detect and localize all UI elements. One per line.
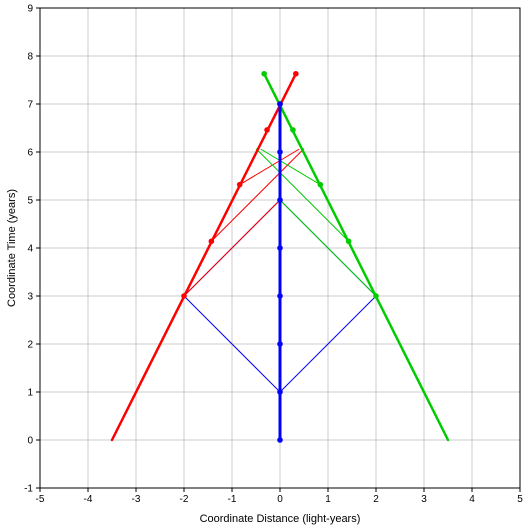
y-tick-label: 3 (27, 292, 33, 303)
green-event-point (345, 238, 352, 245)
red-event-point (208, 238, 215, 245)
y-tick-label: 5 (27, 196, 33, 207)
y-tick-label: 1 (27, 388, 33, 399)
y-tick-label: 4 (27, 244, 33, 255)
axes (36, 7, 521, 492)
y-tick-label: -1 (24, 484, 33, 495)
x-tick-label: -2 (180, 494, 189, 505)
y-tick-label: 9 (27, 4, 33, 15)
red-signal-line (239, 148, 300, 186)
y-tick-label: 8 (27, 52, 33, 63)
x-tick-label: 4 (469, 494, 475, 505)
blue-event-point (277, 293, 283, 299)
x-tick-label: -4 (84, 494, 93, 505)
blue-event-point (277, 149, 283, 155)
blue-event-point (277, 389, 283, 395)
green-event-point (261, 70, 267, 77)
red-signal-line (211, 148, 305, 242)
x-tick-label: 3 (421, 494, 427, 505)
red-event-point (293, 70, 299, 77)
y-tick-label: 7 (27, 100, 33, 111)
red-worldline (110, 72, 298, 442)
y-tick-label: 2 (27, 340, 33, 351)
y-tick-label: 0 (27, 436, 33, 447)
x-tick-label: 5 (517, 494, 523, 505)
blue-event-point (277, 437, 283, 443)
tick-labels: -5 -4 -3 -2 -1 0 1 2 3 4 5 -1 0 1 2 3 4 5 6 7 8 9 (24, 4, 523, 506)
red-event-point (264, 127, 270, 133)
green-event-point (290, 127, 296, 133)
green-signal-line (279, 199, 377, 297)
x-axis-title: Coordinate Distance (light-years) (200, 513, 361, 525)
x-tick-label: 1 (325, 494, 331, 505)
x-tick-label: -3 (132, 494, 141, 505)
blue-event-point (277, 197, 283, 203)
event-markers (181, 70, 379, 443)
green-event-point (373, 293, 379, 299)
blue-event-point (277, 341, 283, 347)
x-tick-label: 2 (373, 494, 379, 505)
x-tick-label: -1 (228, 494, 237, 505)
y-axis-title: Coordinate Time (years) (6, 189, 18, 307)
x-tick-label: 0 (277, 494, 283, 505)
green-event-point (317, 181, 324, 188)
red-event-point (181, 293, 187, 299)
y-tick-label: 6 (27, 148, 33, 159)
red-event-point (236, 181, 243, 188)
blue-event-point (277, 101, 283, 107)
plot-frame (39, 7, 521, 489)
worldlines (110, 72, 450, 442)
blue-event-point (277, 245, 283, 251)
green-signal-line (255, 148, 349, 242)
red-signal-line (183, 199, 281, 297)
green-signal-line (260, 148, 321, 186)
x-tick-label: -5 (36, 494, 45, 505)
green-worldline (262, 72, 450, 442)
